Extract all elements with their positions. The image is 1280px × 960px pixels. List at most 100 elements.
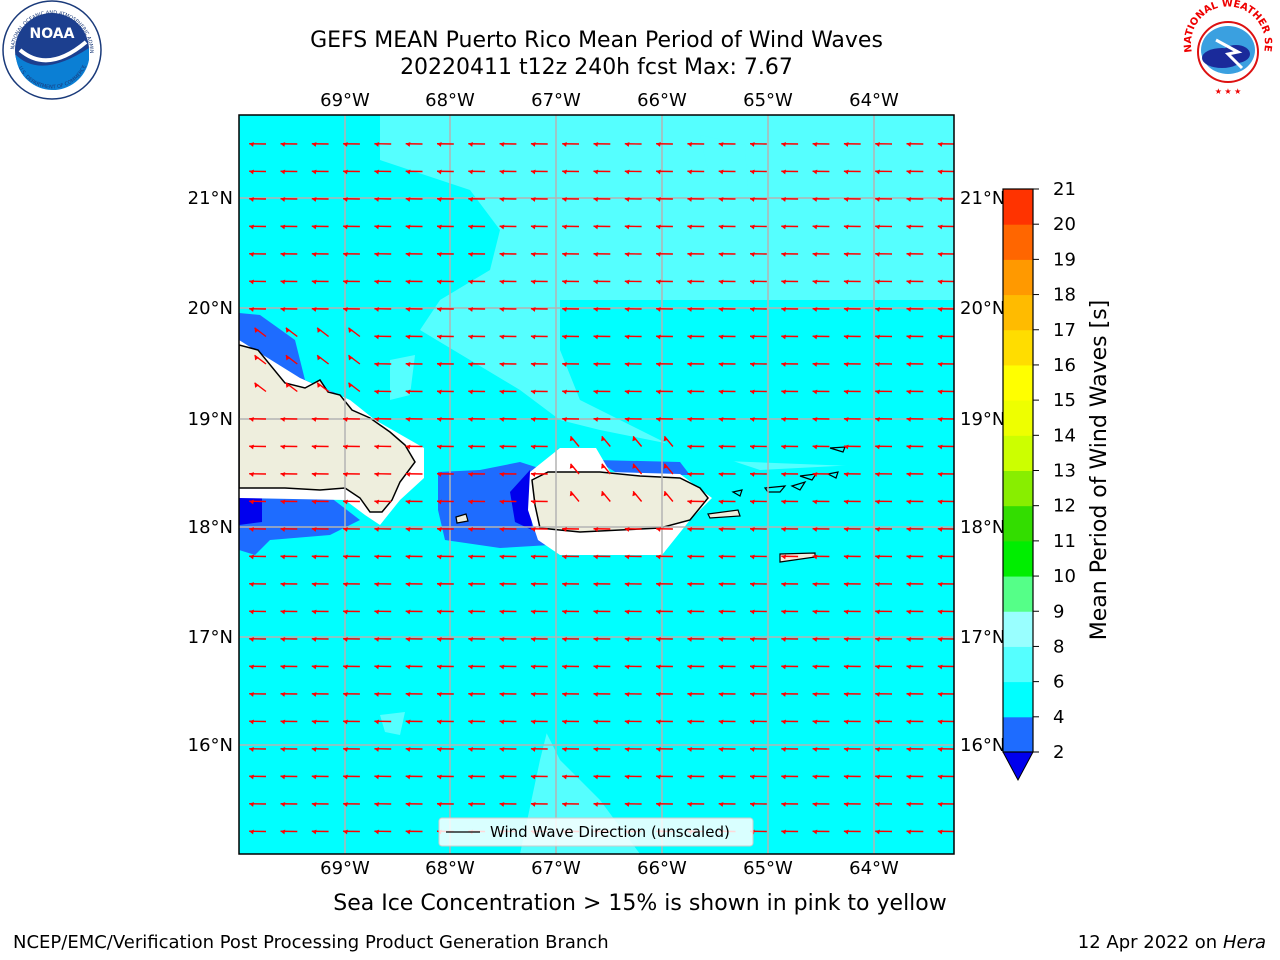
wind-arrow-head [249, 774, 254, 780]
wind-arrow-head [843, 829, 849, 835]
wind-arrow-head [937, 389, 943, 395]
wind-arrow-head [812, 472, 818, 477]
wind-arrow-head [468, 692, 474, 697]
wind-arrow-head [656, 774, 661, 780]
noaa-logo: NOAA NATIONAL OCEANIC AND ATMOSPHERIC AD… [0, 0, 104, 104]
wind-arrow-head [718, 334, 724, 340]
wind-arrow-head [624, 334, 630, 340]
wind-arrow-head [875, 774, 880, 780]
wind-arrow-head [499, 362, 505, 367]
wind-arrow-head [343, 692, 348, 697]
wind-arrow-head [436, 444, 442, 450]
wind-arrow-head [687, 692, 693, 697]
wind-arrow-head [624, 417, 630, 422]
wind-arrow-head [781, 499, 787, 505]
wind-arrow-head [374, 169, 380, 175]
wind-arrow-head [468, 224, 474, 230]
wind-arrow-head [749, 252, 755, 257]
wind-arrow-head [624, 389, 630, 395]
wind-arrow-head [687, 609, 693, 615]
wind-arrow-head [530, 169, 536, 175]
wind-arrow-head [562, 169, 567, 175]
wind-arrow-head [343, 224, 348, 230]
wind-arrow-head [749, 472, 755, 477]
wind-arrow-head [906, 747, 912, 752]
wind-arrow-head [348, 327, 353, 333]
wind-arrow-head [812, 389, 818, 395]
wind-arrow-head [530, 719, 536, 725]
wind-arrow-head [718, 637, 724, 642]
wind-arrow-head [781, 774, 787, 780]
wind-arrow-head [562, 802, 567, 807]
wind-arrow-head [687, 197, 693, 202]
wind-arrow-head [280, 279, 286, 285]
wind-arrow-head [405, 582, 411, 587]
wind-arrow-head [468, 334, 474, 340]
wind-arrow-head [749, 527, 755, 532]
wind-arrow-head [718, 692, 724, 697]
wind-arrow-head [405, 362, 411, 367]
lon-label-bottom-66w: 66°W [637, 858, 687, 879]
wind-arrow-head [499, 637, 505, 642]
wind-arrow-head [249, 169, 254, 175]
wind-arrow-head [906, 197, 912, 202]
contour-region-2-4-pr-north [596, 460, 690, 475]
lat-label-right-21n: 21°N [960, 188, 1005, 209]
wind-arrow-head [593, 307, 599, 312]
wind-arrow-head [530, 609, 536, 615]
wind-arrow-head [601, 463, 606, 469]
wind-arrow-head [436, 664, 442, 670]
colorbar-cell [1003, 716, 1033, 753]
wind-arrow-head [937, 692, 943, 697]
wind-arrow-head [718, 472, 724, 477]
wind-arrow-head [499, 472, 505, 477]
wind-arrow-head [687, 554, 693, 560]
wind-arrow-head [562, 774, 567, 780]
wind-arrow-head [343, 747, 348, 752]
wind-arrow-head [374, 829, 380, 835]
lat-label-left-17n: 17°N [188, 627, 233, 648]
wind-arrow-head [249, 582, 254, 587]
wind-arrow-head [499, 527, 505, 532]
wind-arrow-head [311, 307, 317, 312]
colorbar-tick-label: 20 [1053, 214, 1076, 235]
wind-arrow-head [499, 747, 505, 752]
wind-arrow-head [687, 637, 693, 642]
wind-arrow-head [749, 554, 755, 560]
wind-arrow-head [749, 444, 755, 450]
wind-arrow-head [343, 499, 348, 505]
wind-arrow-head [937, 609, 943, 615]
wind-arrow-head [499, 692, 505, 697]
wind-arrow-head [436, 802, 442, 807]
wind-arrow-head [781, 719, 787, 725]
wind-arrow-head [530, 637, 536, 642]
wind-arrow-head [875, 637, 880, 642]
wind-arrow-head [593, 774, 599, 780]
wind-arrow-head [593, 609, 599, 615]
wind-arrow-head [311, 774, 317, 780]
lat-label-left-19n: 19°N [188, 409, 233, 430]
colorbar-cell [1003, 364, 1033, 401]
wind-arrow-head [280, 307, 286, 312]
wind-arrow-head [436, 554, 442, 560]
map-gridlines [239, 115, 954, 854]
wind-arrow-head [843, 637, 849, 642]
wind-arrow-head [562, 664, 567, 670]
wind-arrow-head [718, 197, 724, 202]
wind-arrow-head [656, 197, 661, 202]
colorbar: 2 4 6 8 9 10 11 12 13 14 15 16 17 18 19 20 21 Mean Perio… [1002, 179, 1112, 782]
wind-arrow-head [749, 692, 755, 697]
wind-arrow-head [405, 444, 411, 450]
wind-arrow-head [562, 279, 567, 285]
wind-arrow-head [906, 472, 912, 477]
lat-label-right-17n: 17°N [960, 627, 1005, 648]
wind-arrow-head [374, 362, 380, 367]
wind-arrow-head [812, 802, 818, 807]
wind-arrow-head [311, 664, 317, 670]
colorbar-extend-triangle [1002, 751, 1034, 782]
wind-arrow-head [875, 169, 880, 175]
wind-arrow-head [843, 747, 849, 752]
colorbar-tick-label: 4 [1053, 707, 1064, 728]
wind-arrow-head [562, 197, 567, 202]
wind-arrow-head [906, 582, 912, 587]
